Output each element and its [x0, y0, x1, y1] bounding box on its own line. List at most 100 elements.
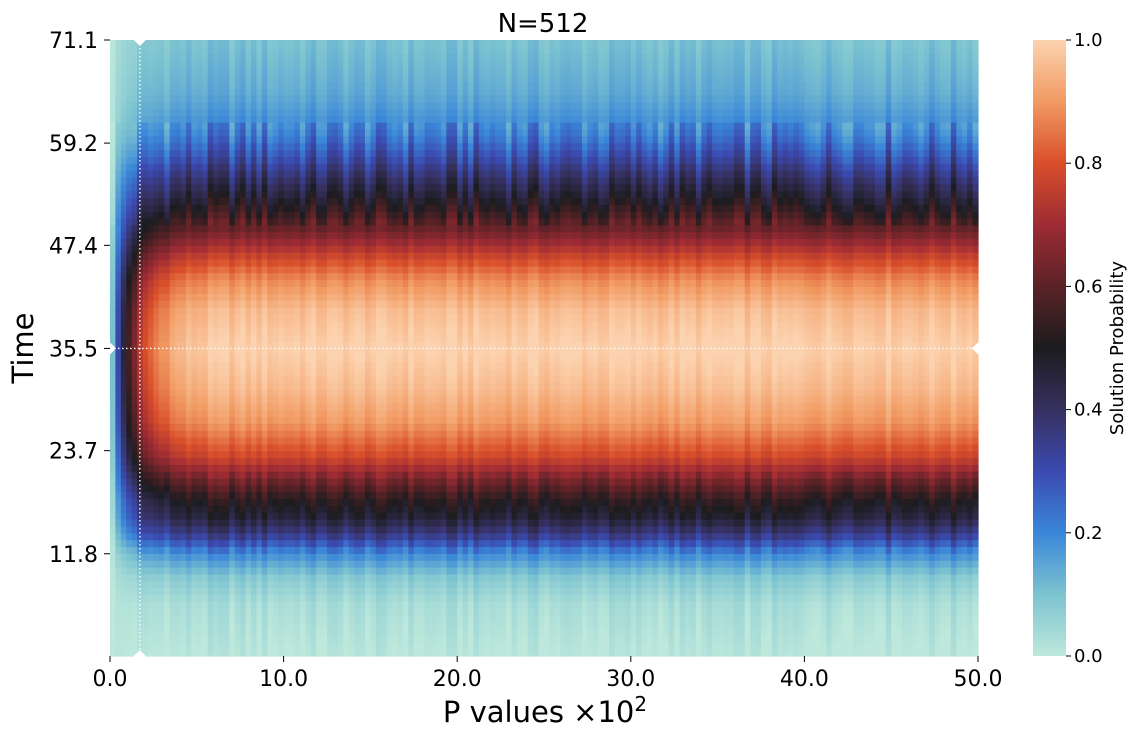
heatmap-cell: [294, 108, 300, 115]
heatmap-cell: [229, 348, 235, 355]
heatmap-cell: [284, 546, 290, 553]
heatmap-cell: [305, 533, 311, 540]
heatmap-cell: [148, 129, 154, 136]
heatmap-cell: [354, 348, 360, 355]
heatmap-cell: [181, 211, 187, 218]
heatmap-cell: [267, 280, 273, 287]
heatmap-cell: [305, 594, 311, 601]
heatmap-cell: [240, 259, 246, 266]
heatmap-cell: [267, 88, 273, 95]
heatmap-cell: [398, 355, 404, 362]
heatmap-cell: [148, 581, 154, 588]
heatmap-cell: [294, 581, 300, 588]
heatmap-cell: [191, 143, 197, 150]
heatmap-cell: [332, 129, 338, 136]
heatmap-cell: [376, 314, 382, 321]
heatmap-cell: [316, 485, 322, 492]
heatmap-cell: [240, 437, 246, 444]
heatmap-cell: [322, 280, 328, 287]
heatmap-cell: [392, 430, 398, 437]
heatmap-cell: [143, 129, 149, 136]
heatmap-cell: [370, 177, 376, 184]
heatmap-cell: [387, 355, 393, 362]
heatmap-cell: [289, 519, 295, 526]
heatmap-cell: [376, 642, 382, 649]
heatmap-cell: [202, 61, 208, 68]
heatmap-cell: [360, 615, 366, 622]
heatmap-cell: [392, 458, 398, 465]
heatmap-cell: [278, 197, 284, 204]
heatmap-cell: [376, 225, 382, 232]
heatmap-cell: [360, 115, 366, 122]
heatmap-cell: [327, 334, 333, 341]
heatmap-cell: [229, 211, 235, 218]
heatmap-cell: [219, 184, 225, 191]
heatmap-cell: [143, 594, 149, 601]
heatmap-cell: [284, 533, 290, 540]
heatmap-cell: [186, 108, 192, 115]
heatmap-cell: [267, 416, 273, 423]
heatmap-cell: [284, 197, 290, 204]
heatmap-cell: [213, 437, 219, 444]
heatmap-cell: [398, 615, 404, 622]
heatmap-cell: [213, 273, 219, 280]
heatmap-cell: [365, 444, 371, 451]
heatmap-cell: [354, 499, 360, 506]
heatmap-cell: [164, 471, 170, 478]
heatmap-cell: [121, 177, 127, 184]
heatmap-cell: [349, 184, 355, 191]
heatmap-cell: [126, 280, 132, 287]
heatmap-cell: [267, 430, 273, 437]
heatmap-cell: [370, 396, 376, 403]
heatmap-cell: [267, 608, 273, 615]
heatmap-cell: [143, 74, 149, 81]
heatmap-cell: [170, 259, 176, 266]
heatmap-cell: [278, 416, 284, 423]
heatmap-cell: [170, 471, 176, 478]
heatmap-cell: [143, 321, 149, 328]
heatmap-cell: [365, 629, 371, 636]
heatmap-cell: [251, 218, 257, 225]
heatmap-cell: [360, 588, 366, 595]
heatmap-cell: [191, 191, 197, 198]
heatmap-cell: [365, 458, 371, 465]
heatmap-cell: [170, 170, 176, 177]
heatmap-cell: [229, 150, 235, 157]
heatmap-cell: [181, 588, 187, 595]
heatmap-cell: [191, 156, 197, 163]
heatmap-cell: [246, 273, 252, 280]
heatmap-cell: [159, 197, 165, 204]
heatmap-cell: [376, 492, 382, 499]
heatmap-cell: [392, 54, 398, 61]
heatmap-cell: [246, 382, 252, 389]
heatmap-cell: [186, 88, 192, 95]
heatmap-cell: [153, 259, 159, 266]
heatmap-cell: [322, 389, 328, 396]
heatmap-cell: [121, 526, 127, 533]
heatmap-cell: [322, 108, 328, 115]
heatmap-cell: [316, 184, 322, 191]
heatmap-cell: [294, 553, 300, 560]
heatmap-cell: [267, 642, 273, 649]
heatmap-cell: [251, 108, 257, 115]
heatmap-cell: [202, 492, 208, 499]
heatmap-cell: [110, 184, 116, 191]
heatmap-cell: [164, 553, 170, 560]
heatmap-cell: [170, 601, 176, 608]
heatmap-cell: [327, 108, 333, 115]
heatmap-cell: [219, 61, 225, 68]
heatmap-cell: [278, 369, 284, 376]
heatmap-cell: [294, 478, 300, 485]
heatmap-cell: [240, 574, 246, 581]
heatmap-cell: [170, 327, 176, 334]
heatmap-cell: [235, 499, 241, 506]
heatmap-cell: [278, 533, 284, 540]
heatmap-cell: [311, 560, 317, 567]
heatmap-cell: [115, 410, 121, 417]
heatmap-cell: [381, 321, 387, 328]
heatmap-cell: [170, 478, 176, 485]
heatmap-cell: [191, 574, 197, 581]
heatmap-cell: [175, 115, 181, 122]
heatmap-cell: [148, 327, 154, 334]
heatmap-cell: [316, 95, 322, 102]
